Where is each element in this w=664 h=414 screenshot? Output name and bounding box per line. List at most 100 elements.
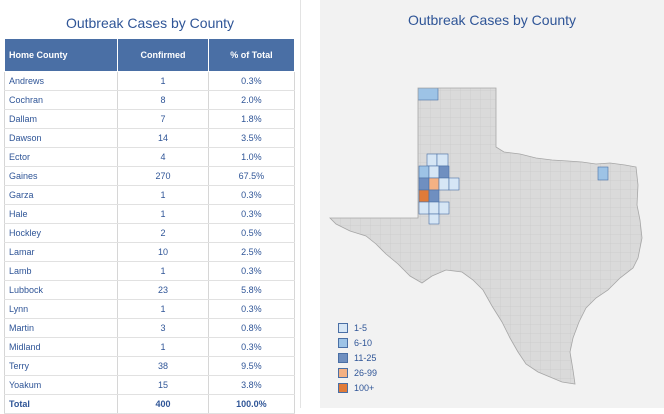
county-ector[interactable] — [428, 213, 440, 225]
legend-label: 26-99 — [354, 367, 378, 378]
county-garza[interactable] — [448, 177, 460, 191]
cell-county: Cochran — [3, 90, 119, 110]
total-confirmed: 400 — [117, 394, 209, 414]
county-martin[interactable] — [428, 201, 440, 215]
county-cochran[interactable] — [418, 165, 430, 179]
cell-county: Hockley — [3, 223, 119, 243]
cell-confirmed: 2 — [117, 223, 209, 243]
cell-confirmed: 270 — [117, 166, 209, 186]
cell-county: Terry — [3, 356, 119, 376]
cell-confirmed: 1 — [117, 337, 209, 357]
cell-pct: 2.0% — [208, 90, 296, 110]
legend-item: 11-25 — [338, 350, 377, 365]
legend-swatch — [338, 322, 348, 333]
table-row[interactable]: Garza 1 0.3% — [3, 185, 296, 205]
legend-item: 100+ — [338, 380, 377, 395]
cell-confirmed: 3 — [117, 318, 209, 338]
cell-pct: 9.5% — [208, 356, 296, 376]
cell-pct: 0.3% — [208, 337, 296, 357]
cell-confirmed: 14 — [117, 128, 209, 148]
table-header-row: Home County Confirmed % of Total — [3, 38, 296, 72]
county-lynn[interactable] — [438, 177, 450, 191]
legend-item: 6-10 — [338, 335, 377, 350]
table-row[interactable]: Lamb 1 0.3% — [3, 261, 296, 281]
table-row[interactable]: Dawson 14 3.5% — [3, 128, 296, 148]
map-panel: Outbreak Cases by County 1-5 6-10 11-25 26-… — [320, 0, 664, 408]
cell-county: Lamb — [3, 261, 119, 281]
county-lubbock[interactable] — [438, 165, 450, 179]
table-row[interactable]: Cochran 8 2.0% — [3, 90, 296, 110]
county-dallam[interactable] — [417, 88, 439, 101]
county-andrews[interactable] — [418, 201, 430, 215]
legend-swatch — [338, 337, 348, 348]
table-row[interactable]: Hockley 2 0.5% — [3, 223, 296, 243]
map-title: Outbreak Cases by County — [407, 12, 577, 28]
texas-map — [329, 87, 643, 385]
table-row[interactable]: Yoakum 15 3.8% — [3, 375, 296, 395]
cell-pct: 3.5% — [208, 128, 296, 148]
county-hockley[interactable] — [428, 165, 440, 179]
county-hale[interactable] — [436, 153, 449, 167]
cell-county: Lamar — [3, 242, 119, 262]
table-row[interactable]: Hale 1 0.3% — [3, 204, 296, 224]
cell-county: Hale — [3, 204, 119, 224]
cell-pct: 0.8% — [208, 318, 296, 338]
cell-county: Andrews — [3, 71, 119, 91]
panel-title: Outbreak Cases by County — [65, 15, 235, 31]
cell-confirmed: 1 — [117, 71, 209, 91]
legend-swatch — [338, 382, 348, 393]
table-row[interactable]: Lubbock 23 5.8% — [3, 280, 296, 300]
cell-pct: 0.3% — [208, 71, 296, 91]
table-row[interactable]: Ector 4 1.0% — [3, 147, 296, 167]
cell-confirmed: 1 — [117, 299, 209, 319]
cell-confirmed: 10 — [117, 242, 209, 262]
cell-confirmed: 7 — [117, 109, 209, 129]
cell-confirmed: 1 — [117, 261, 209, 281]
table-row[interactable]: Martin 3 0.8% — [3, 318, 296, 338]
cell-pct: 2.5% — [208, 242, 296, 262]
county-lamb[interactable] — [426, 153, 438, 167]
cell-county: Dallam — [3, 109, 119, 129]
table-row[interactable]: Midland 1 0.3% — [3, 337, 296, 357]
county-yoakum[interactable] — [418, 177, 430, 191]
cell-pct: 0.3% — [208, 299, 296, 319]
table-total-row: Total 400 100.0% — [3, 394, 296, 414]
legend-item: 1-5 — [338, 320, 377, 335]
county-gaines[interactable] — [418, 189, 430, 203]
county-dawson[interactable] — [428, 189, 440, 203]
table-row[interactable]: Terry 38 9.5% — [3, 356, 296, 376]
cell-county: Lubbock — [3, 280, 119, 300]
table-row[interactable]: Gaines 270 67.5% — [3, 166, 296, 186]
legend-item: 26-99 — [338, 365, 377, 380]
cell-pct: 1.8% — [208, 109, 296, 129]
cell-pct: 0.3% — [208, 185, 296, 205]
legend-label: 100+ — [354, 382, 375, 393]
cell-county: Gaines — [3, 166, 119, 186]
table-row[interactable]: Lynn 1 0.3% — [3, 299, 296, 319]
county-midland[interactable] — [438, 201, 450, 215]
cell-county: Martin — [3, 318, 119, 338]
table-row[interactable]: Lamar 10 2.5% — [3, 242, 296, 262]
header-confirmed[interactable]: Confirmed — [117, 38, 209, 72]
header-county[interactable]: Home County — [3, 38, 119, 72]
cell-pct: 0.3% — [208, 204, 296, 224]
total-county: Total — [3, 394, 119, 414]
legend-label: 11-25 — [354, 352, 377, 363]
table-row[interactable]: Andrews 1 0.3% — [3, 71, 296, 91]
texas-outline — [329, 87, 643, 385]
cell-pct: 67.5% — [208, 166, 296, 186]
county-terry[interactable] — [428, 177, 440, 191]
cell-confirmed: 8 — [117, 90, 209, 110]
legend-swatch — [338, 367, 348, 378]
cell-pct: 5.8% — [208, 280, 296, 300]
cell-county: Midland — [3, 337, 119, 357]
table-row[interactable]: Dallam 7 1.8% — [3, 109, 296, 129]
header-pct[interactable]: % of Total — [207, 38, 296, 72]
cell-county: Ector — [3, 147, 119, 167]
cell-county: Yoakum — [3, 375, 119, 395]
cell-confirmed: 38 — [117, 356, 209, 376]
cell-confirmed: 1 — [117, 204, 209, 224]
county-lamar[interactable] — [597, 166, 609, 181]
cell-county: Lynn — [3, 299, 119, 319]
